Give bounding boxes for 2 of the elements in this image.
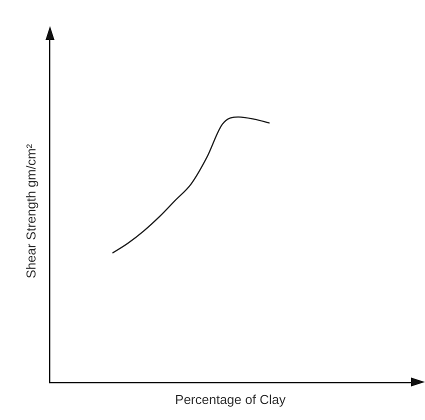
y-axis-title: Shear Strength gm/cm² (23, 143, 38, 278)
x-axis-title: Percentage of Clay (175, 392, 286, 407)
